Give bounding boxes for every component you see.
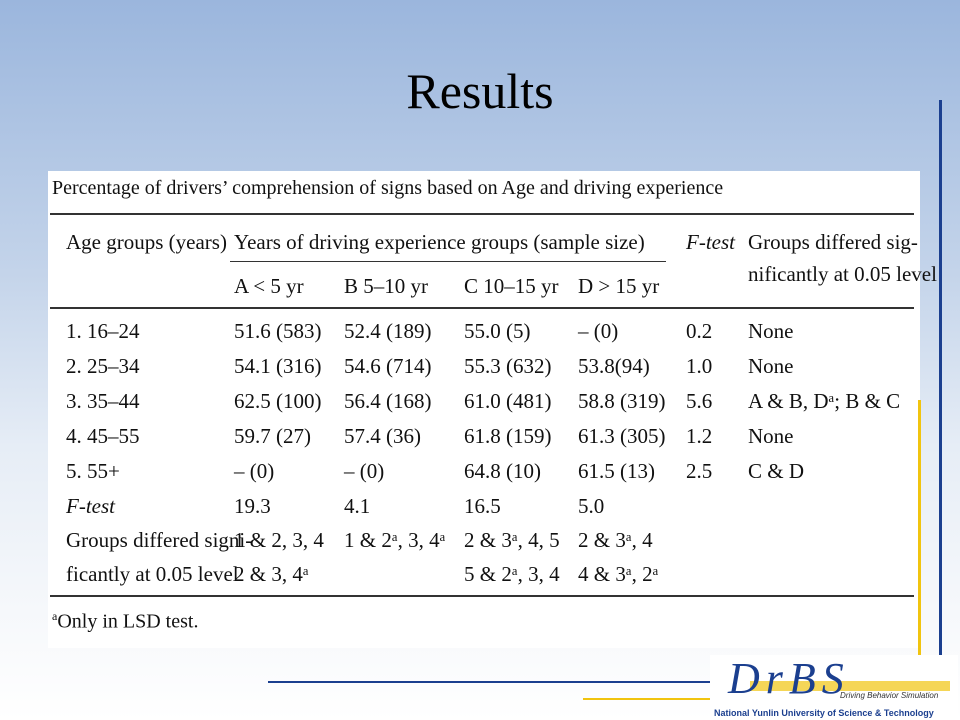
row-label: ficantly at 0.05 level	[66, 562, 239, 586]
cell-b: 52.4 (189)	[344, 319, 432, 343]
table-caption: Percentage of drivers’ comprehension of …	[52, 177, 724, 199]
cell-a: 1 & 2, 3, 4	[234, 528, 324, 552]
subheader-a: A < 5 yr	[234, 274, 304, 298]
row-label: 2. 25–34	[66, 354, 140, 378]
cell-d: 58.8 (319)	[578, 389, 666, 413]
results-table: Percentage of drivers’ comprehension of …	[48, 171, 937, 648]
cell-a: 62.5 (100)	[234, 389, 322, 413]
cell-ftest: 1.2	[686, 424, 713, 448]
cell-a: 19.3	[234, 494, 271, 518]
decor-vertical-yellow-line	[918, 400, 921, 690]
cell-groups: None	[748, 319, 794, 343]
cell-d: 5.0	[578, 494, 605, 518]
row-label: 3. 35–44	[66, 389, 140, 413]
logo-university: National Yunlin University of Science & …	[714, 708, 934, 718]
cell-ftest: 2.5	[686, 459, 713, 483]
header-groups-line2: nificantly at 0.05 level	[748, 262, 937, 286]
header-rule	[50, 307, 914, 309]
drbs-logo: DrBS Driving Behavior Simulation Nationa…	[710, 654, 958, 720]
cell-d: – (0)	[578, 319, 619, 343]
header-age-groups: Age groups (years)	[66, 230, 227, 254]
cell-b: 1 & 2ᵃ, 3, 4ᵃ	[344, 528, 446, 552]
cell-a: – (0)	[234, 459, 275, 483]
cell-d: 61.3 (305)	[578, 424, 666, 448]
cell-d: 53.8(94)	[578, 354, 650, 378]
footnote-mark: a	[52, 609, 58, 623]
cell-groups: None	[748, 354, 794, 378]
cell-a: 2 & 3, 4ᵃ	[234, 562, 309, 586]
row-label: 1. 16–24	[66, 319, 140, 343]
cell-c: 2 & 3ᵃ, 4, 5	[464, 528, 560, 552]
cell-b: 56.4 (168)	[344, 389, 432, 413]
cell-c: 16.5	[464, 494, 501, 518]
row-label: 4. 45–55	[66, 424, 140, 448]
subheader-b: B 5–10 yr	[344, 274, 428, 298]
cell-c: 55.0 (5)	[464, 319, 531, 343]
cell-c: 61.8 (159)	[464, 424, 552, 448]
subheader-c: C 10–15 yr	[464, 274, 559, 298]
decor-horizontal-yellow-line	[583, 698, 713, 700]
slide-title: Results	[406, 63, 554, 119]
cell-c: 64.8 (10)	[464, 459, 541, 483]
logo-subtitle: Driving Behavior Simulation	[840, 691, 939, 700]
header-groups-line1: Groups differed sig-	[748, 230, 918, 254]
cell-c: 61.0 (481)	[464, 389, 552, 413]
cell-ftest: 1.0	[686, 354, 713, 378]
decor-vertical-blue-line	[939, 100, 942, 660]
header-ftest: F-test	[686, 230, 735, 254]
row-label: Groups differed signi-	[66, 528, 253, 552]
cell-ftest: 0.2	[686, 319, 713, 343]
cell-c: 55.3 (632)	[464, 354, 552, 378]
cell-b: 54.6 (714)	[344, 354, 432, 378]
cell-groups: C & D	[748, 459, 805, 483]
cell-b: 4.1	[344, 494, 371, 518]
logo-text: DrBS	[728, 654, 850, 703]
table-footnote: aOnly in LSD test.	[52, 609, 198, 634]
header-experience-groups: Years of driving experience groups (samp…	[234, 230, 645, 254]
row-label: 5. 55+	[66, 459, 120, 483]
subheader-d: D > 15 yr	[578, 274, 660, 298]
cell-a: 54.1 (316)	[234, 354, 322, 378]
cell-b: 57.4 (36)	[344, 424, 421, 448]
cell-a: 59.7 (27)	[234, 424, 311, 448]
logo-bar	[750, 681, 950, 691]
decor-horizontal-blue-line	[268, 681, 713, 683]
cell-ftest: 5.6	[686, 389, 713, 413]
bottom-rule	[50, 595, 914, 597]
top-rule	[50, 213, 914, 215]
cell-a: 51.6 (583)	[234, 319, 322, 343]
cell-b: – (0)	[344, 459, 385, 483]
subheader-rule	[230, 261, 666, 262]
row-label: F-test	[66, 494, 115, 518]
cell-d: 61.5 (13)	[578, 459, 655, 483]
cell-groups: None	[748, 424, 794, 448]
cell-d: 4 & 3ᵃ, 2ᵃ	[578, 562, 659, 586]
footnote-text: Only in LSD test.	[57, 610, 199, 633]
cell-c: 5 & 2ᵃ, 3, 4	[464, 562, 560, 586]
cell-groups: A & B, Dᵃ; B & C	[748, 389, 901, 413]
cell-d: 2 & 3ᵃ, 4	[578, 528, 653, 552]
